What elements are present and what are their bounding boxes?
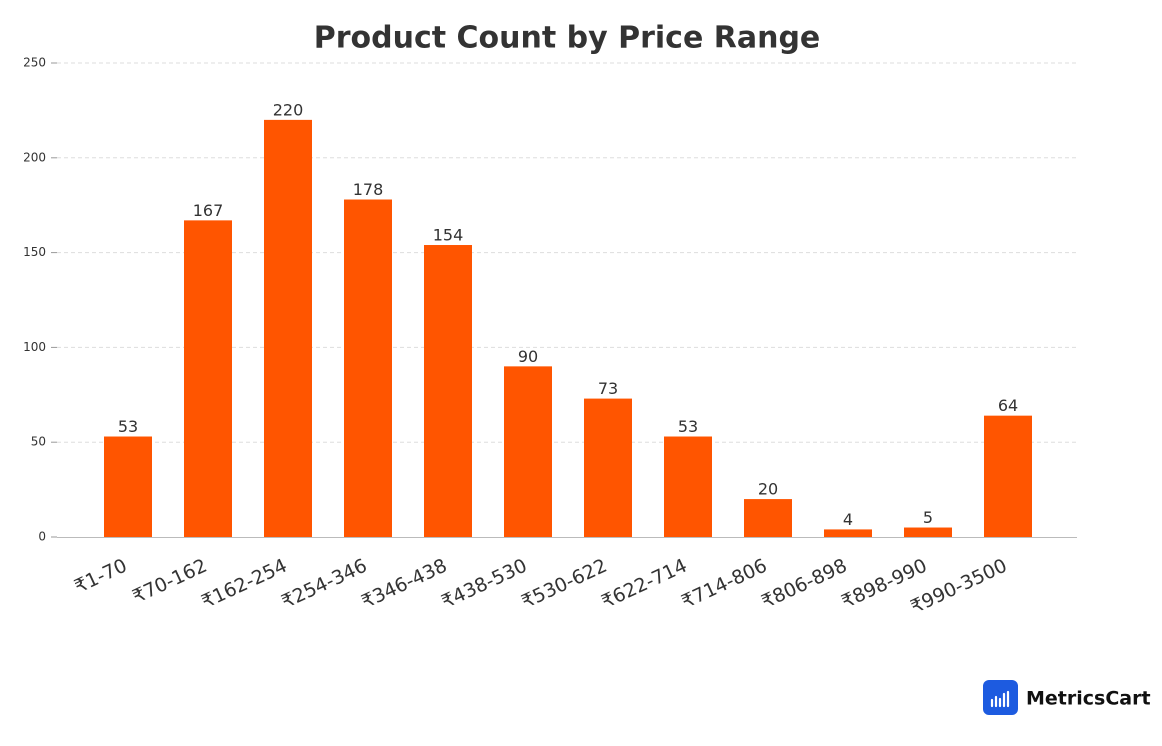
- y-tick-label: 150: [23, 245, 46, 259]
- value-label: 220: [273, 100, 304, 119]
- x-tick-label: ₹530-622: [518, 555, 610, 614]
- value-label: 20: [758, 480, 778, 499]
- brand-logo: MetricsCart: [983, 680, 1151, 715]
- value-label: 73: [598, 379, 618, 398]
- y-tick-label: 0: [38, 530, 46, 544]
- value-label: 167: [193, 201, 224, 220]
- x-tick-label: ₹254-346: [278, 555, 370, 614]
- bar: [744, 499, 792, 537]
- y-tick-label: 50: [31, 435, 46, 449]
- y-tick-label: 250: [23, 56, 46, 70]
- bar: [104, 436, 152, 537]
- y-tick-label: 100: [23, 340, 46, 354]
- bar: [184, 220, 232, 538]
- bar: [824, 529, 872, 537]
- value-label: 64: [998, 396, 1018, 415]
- bar: [344, 199, 392, 537]
- y-tick-label: 200: [23, 150, 46, 164]
- value-label: 178: [353, 180, 384, 199]
- x-tick-label: ₹622-714: [598, 555, 690, 614]
- x-tick-label: ₹438-530: [438, 555, 530, 614]
- x-tick-label: ₹1-70: [71, 555, 130, 598]
- logo-bars: [990, 690, 1010, 708]
- bar: [904, 527, 952, 537]
- value-label: 90: [518, 347, 538, 366]
- brand-name: MetricsCart: [1026, 688, 1151, 710]
- chart-title: Product Count by Price Range: [314, 21, 821, 56]
- x-tick-label: ₹70-162: [129, 555, 210, 608]
- bar: [504, 366, 552, 537]
- bar: [584, 398, 632, 537]
- x-tick-label: ₹346-438: [358, 555, 450, 614]
- logo-icon: [983, 680, 1018, 715]
- x-tick-label: ₹714-806: [678, 555, 770, 614]
- x-tick-label: ₹162-254: [198, 555, 290, 614]
- value-label: 53: [118, 417, 138, 436]
- value-label: 53: [678, 417, 698, 436]
- value-label: 5: [923, 508, 933, 527]
- bar: [984, 415, 1032, 537]
- bar: [264, 119, 312, 537]
- value-label: 154: [433, 226, 464, 245]
- x-tick-label: ₹806-898: [758, 555, 850, 614]
- bar: [424, 245, 472, 538]
- value-label: 4: [843, 510, 853, 529]
- bar: [664, 436, 712, 537]
